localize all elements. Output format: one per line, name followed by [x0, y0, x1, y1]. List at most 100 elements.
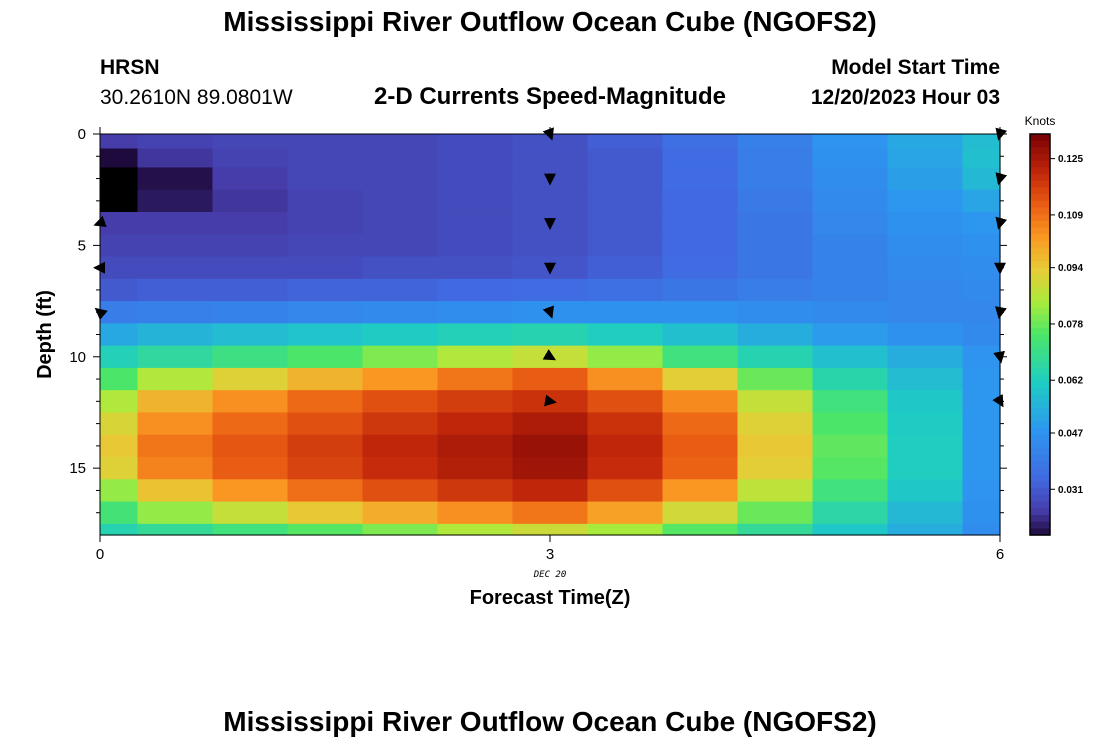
heatmap-cell: [512, 148, 589, 169]
colorbar-segment: [1030, 521, 1050, 529]
y-tick-label: 15: [69, 460, 86, 477]
heatmap-cell: [962, 345, 1001, 369]
direction-arrow: [995, 127, 1008, 141]
heatmap-cell: [137, 301, 214, 324]
heatmap-cell: [287, 501, 364, 525]
heatmap-cell: [362, 479, 439, 503]
heatmap-cell: [212, 457, 289, 480]
heatmap-cell: [662, 412, 739, 436]
heatmap-cell: [587, 479, 664, 503]
heatmap-cell: [962, 367, 1001, 391]
heatmap-cell: [100, 323, 139, 347]
direction-arrow: [93, 215, 107, 228]
colorbar-segment: [1030, 321, 1050, 329]
heatmap-cell: [662, 323, 739, 347]
heatmap-cell: [287, 148, 364, 169]
heatmap-cell: [587, 523, 664, 536]
heatmap-cell: [887, 345, 964, 369]
heatmap-cell: [812, 148, 889, 169]
colorbar-segment: [1030, 254, 1050, 262]
colorbar-segment: [1030, 220, 1050, 229]
heatmap-cell: [737, 167, 814, 191]
heatmap-cell: [137, 278, 214, 302]
x-axis-title: Forecast Time(Z): [470, 587, 631, 609]
heatmap-cell: [100, 367, 139, 391]
heatmap-cell: [662, 167, 739, 191]
heatmap-cell: [100, 256, 139, 280]
heatmap-cell: [812, 301, 889, 324]
heatmap-cell: [100, 234, 139, 258]
direction-arrow: [542, 305, 554, 319]
heatmap-cell: [137, 345, 214, 369]
heatmap-cell: [437, 134, 514, 150]
heatmap-cell: [287, 167, 364, 191]
heatmap-cell: [437, 211, 514, 235]
heatmap-cell: [962, 148, 1001, 169]
heatmap-cell: [587, 148, 664, 169]
heatmap-cell: [587, 412, 664, 436]
colorbar-segment: [1030, 528, 1050, 536]
colorbar-segment: [1030, 347, 1050, 356]
heatmap-cell: [962, 412, 1001, 436]
heatmap-cell: [100, 167, 139, 191]
heatmap-chart: 0 3 6 0 5 10 15 0.031 0.047 0.062 0.078 0.094 0.109…: [34, 114, 1083, 609]
heatmap-cell: [100, 457, 139, 480]
colorbar-segment: [1030, 200, 1050, 209]
heatmap-cell: [100, 134, 139, 150]
colorbar-segment: [1030, 180, 1050, 189]
heatmap-cell: [812, 189, 889, 213]
heatmap-cell: [662, 367, 739, 391]
heatmap-cell: [512, 189, 589, 213]
heatmap-cell: [212, 434, 289, 458]
colorbar-segment: [1030, 481, 1050, 489]
heatmap-cell: [287, 323, 364, 347]
heatmap-cell: [100, 345, 139, 369]
colorbar-tick-label: 0.094: [1058, 263, 1083, 274]
heatmap-cell: [887, 434, 964, 458]
heatmap-cell: [737, 278, 814, 302]
heatmap-cell: [737, 412, 814, 436]
heatmap-cell: [212, 345, 289, 369]
heatmap-cell: [962, 457, 1001, 480]
heatmap-cell: [662, 523, 739, 536]
heatmap-cell: [587, 278, 664, 302]
heatmap-cell: [812, 523, 889, 536]
heatmap-cell: [962, 211, 1001, 235]
heatmap-cell: [137, 457, 214, 480]
colorbar-segment: [1030, 474, 1050, 483]
colorbar-segment: [1030, 234, 1050, 242]
heatmap-cell: [437, 148, 514, 169]
chart-title: Mississippi River Outflow Ocean Cube (NG…: [223, 6, 877, 37]
colorbar-segment: [1030, 441, 1050, 449]
heatmap-cell: [587, 367, 664, 391]
colorbar-tick-label: 0.031: [1058, 485, 1083, 496]
heatmap-cell: [812, 390, 889, 414]
heatmap-cell: [737, 301, 814, 324]
direction-arrow: [995, 172, 1008, 186]
heatmap-cell: [812, 367, 889, 391]
colorbar-segment: [1030, 421, 1050, 429]
heatmap-cell: [362, 390, 439, 414]
heatmap-cell: [662, 434, 739, 458]
colorbar-segment: [1030, 494, 1050, 503]
heatmap-cell: [737, 323, 814, 347]
heatmap-cell: [812, 278, 889, 302]
colorbar-segment: [1030, 394, 1050, 402]
heatmap-cell: [287, 189, 364, 213]
heatmap-cell: [212, 390, 289, 414]
heatmap-cell: [100, 434, 139, 458]
colorbar-segment: [1030, 307, 1050, 316]
heatmap-cell: [962, 134, 1001, 150]
heatmap-cells: [100, 134, 1001, 536]
heatmap-cell: [662, 390, 739, 414]
heatmap-cell: [812, 434, 889, 458]
colorbar-segment: [1030, 367, 1050, 376]
direction-arrow: [542, 349, 557, 361]
heatmap-cell: [512, 457, 589, 480]
heatmap-cell: [137, 390, 214, 414]
heatmap-cell: [737, 189, 814, 213]
colorbar-tick-label: 0.125: [1058, 154, 1083, 165]
colorbar-segment: [1030, 508, 1050, 516]
heatmap-cell: [662, 278, 739, 302]
heatmap-cell: [662, 234, 739, 258]
